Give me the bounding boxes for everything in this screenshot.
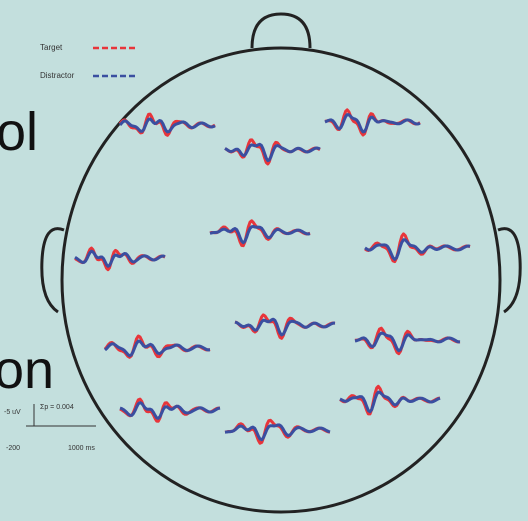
scale-p-value: Σp = 0.004 [40,404,74,411]
scale-amplitude: -5 uV [4,409,21,416]
slide-text: ol [0,102,38,162]
scale-end: 1000 ms [68,445,95,452]
nose [252,14,310,48]
scale-start: -200 [6,445,20,452]
erp-head-figure: ol on Target Distractor -5 uV Σp = 0.004… [0,0,528,521]
head-outline [62,48,500,512]
page: ol on Target Distractor -5 uV Σp = 0.004… [0,0,528,521]
legend-label: Target [40,43,63,52]
legend-label: Distractor [40,71,75,80]
slide-text: on [0,340,54,400]
